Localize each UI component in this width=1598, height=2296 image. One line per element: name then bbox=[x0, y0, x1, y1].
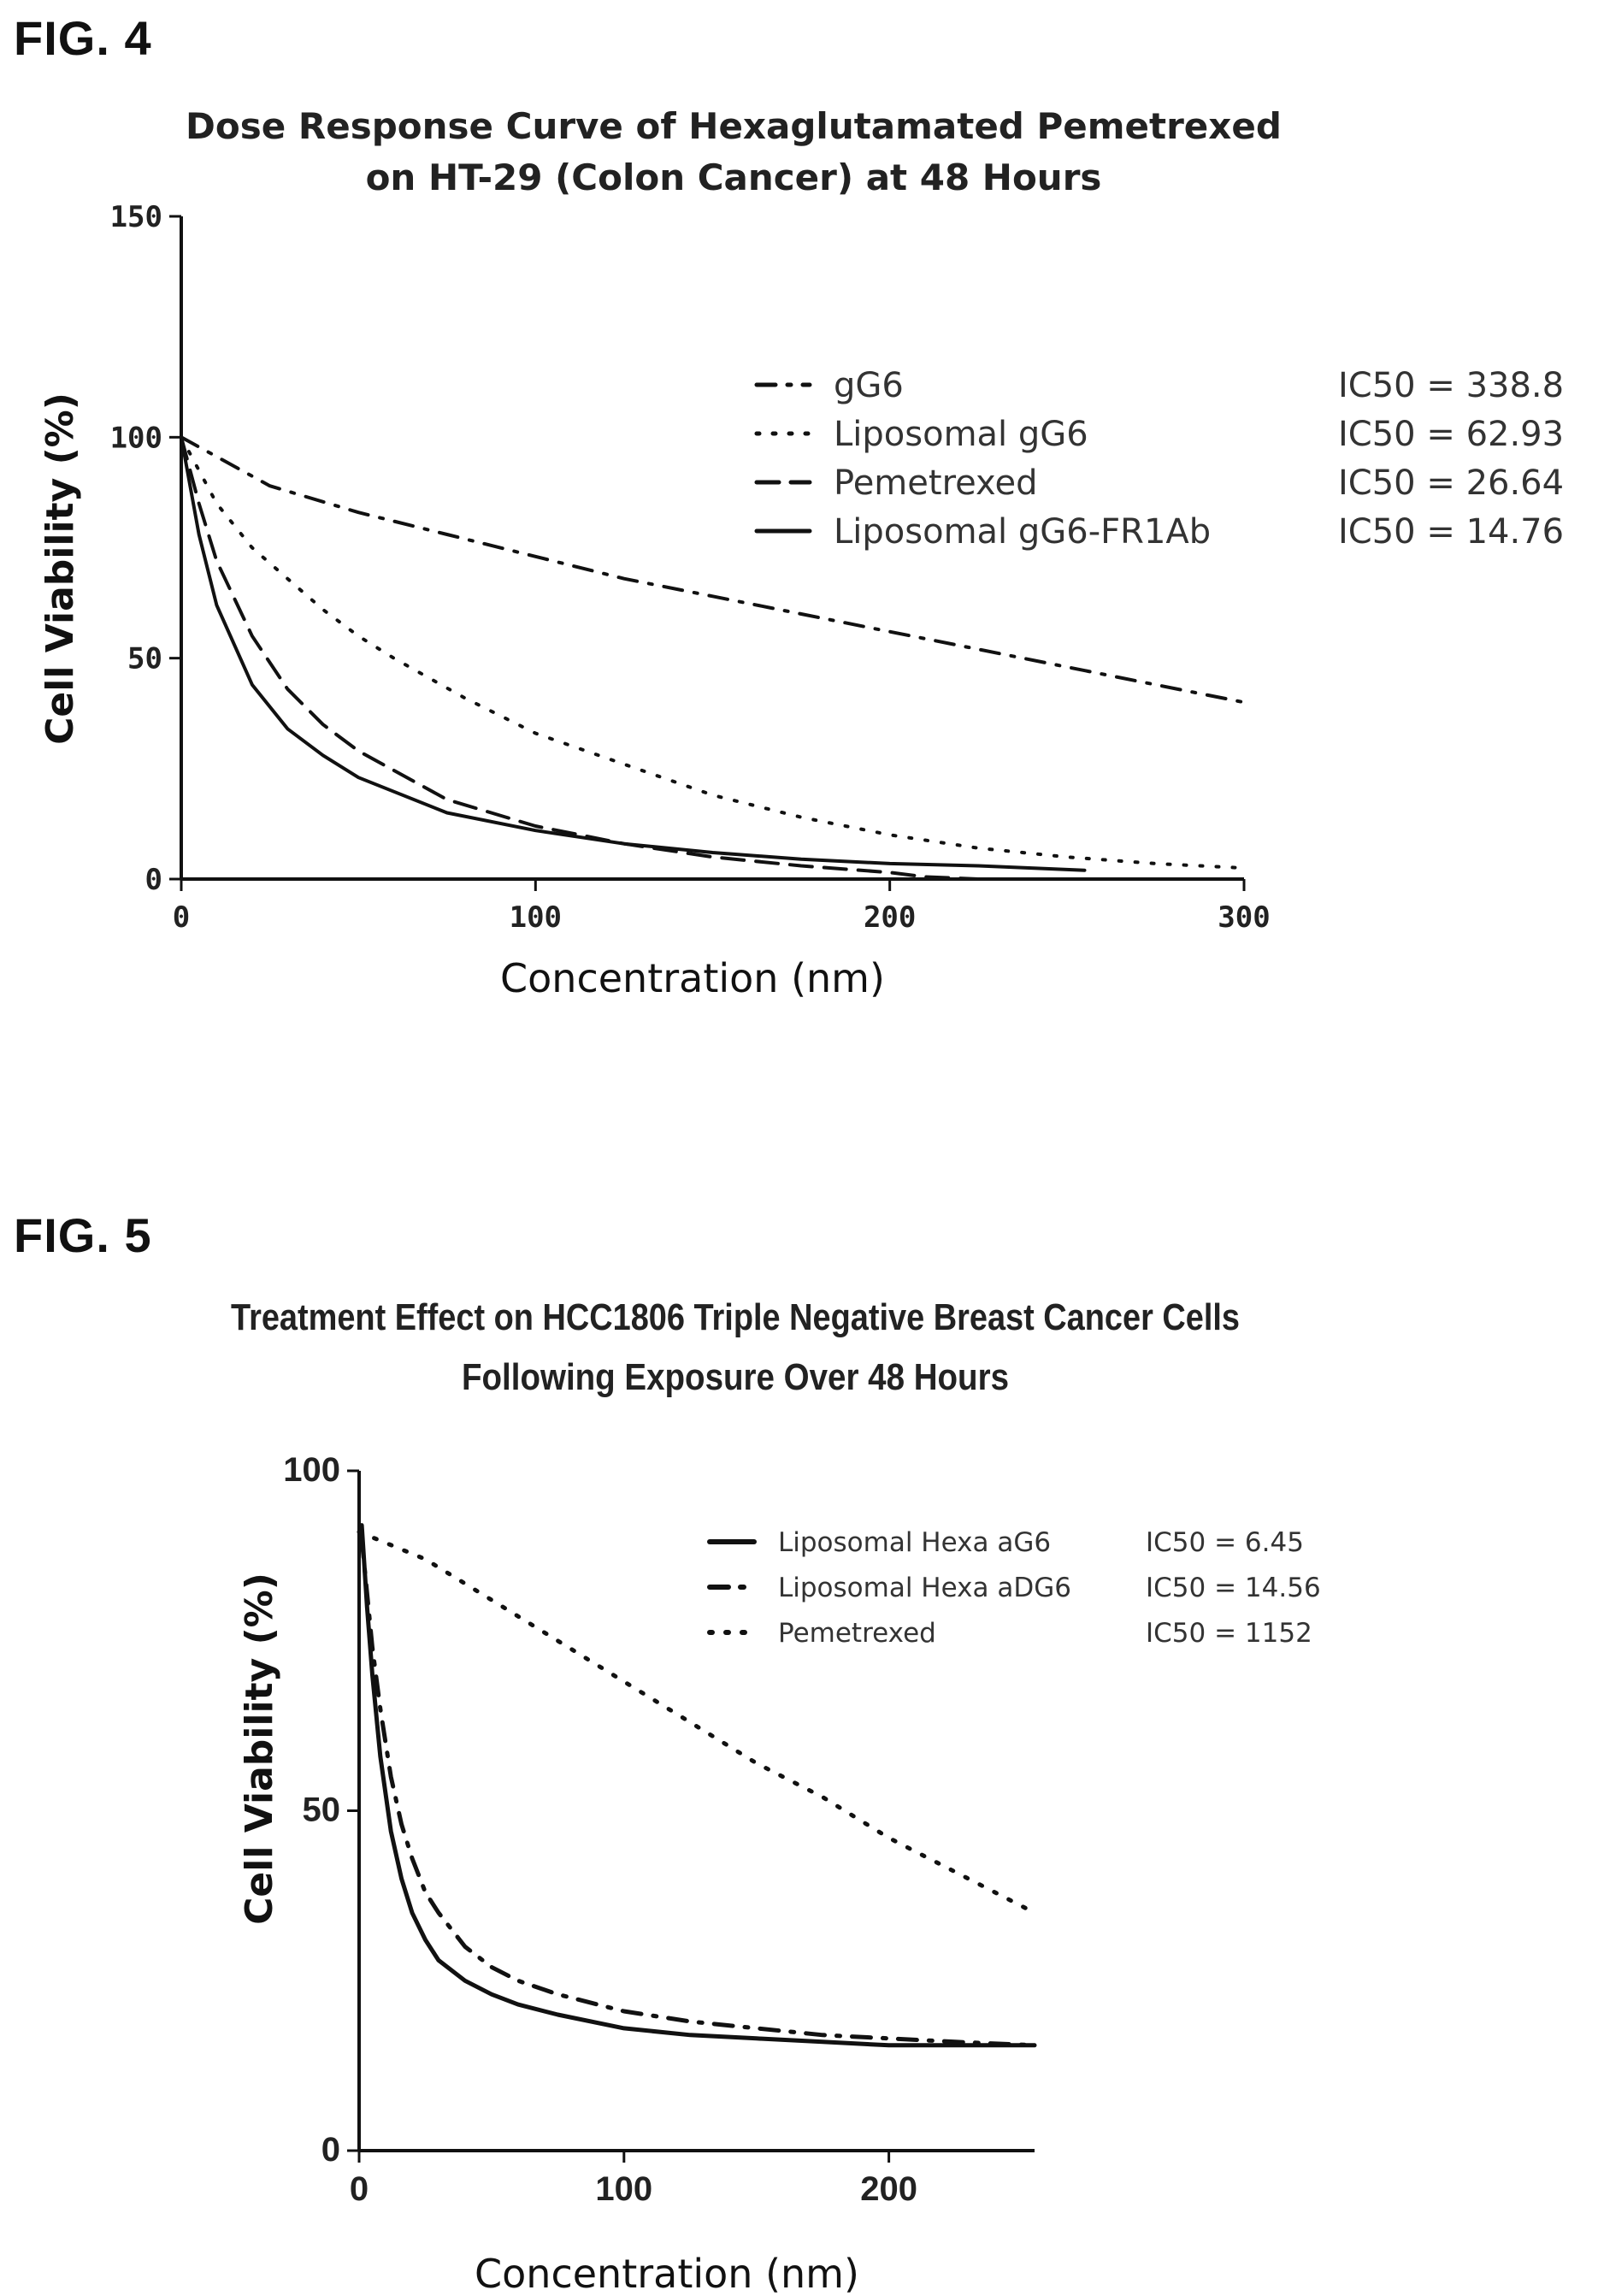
fig5-plot-area: 0 100 200 0 50 100 Liposomal Hexa aG6 IC50 = 6.… bbox=[283, 1451, 1320, 2208]
fig5-legend-label-0: Liposomal Hexa aG6 bbox=[778, 1527, 1051, 1558]
fig5-legend-label-1: Liposomal Hexa aDG6 bbox=[778, 1573, 1071, 1603]
fig4-label: FIG. 4 bbox=[14, 11, 152, 65]
fig4-y-axis-label: Cell Viability (%) bbox=[38, 393, 82, 745]
fig5-series-1-line bbox=[359, 1537, 1037, 2048]
fig4-title-line1: Dose Response Curve of Hexaglutamated Pe… bbox=[186, 105, 1282, 147]
fig5-x-tick-label-2: 200 bbox=[860, 2170, 917, 2208]
fig4-y-tick-label-0: 0 bbox=[145, 863, 162, 897]
fig4-legend-ic50-3: IC50 = 14.76 bbox=[1338, 512, 1564, 552]
fig5-chart: Treatment Effect on HCC1806 Triple Negat… bbox=[231, 1296, 1321, 2296]
fig4-chart: Dose Response Curve of Hexaglutamated Pe… bbox=[38, 105, 1565, 1001]
fig5-series-0-line bbox=[359, 1523, 1037, 2048]
fig5-series-2-line bbox=[357, 1530, 1037, 1915]
fig5-legend-ic50-1: IC50 = 14.56 bbox=[1146, 1573, 1321, 1603]
fig4-legend-label-0: gG6 bbox=[834, 366, 904, 405]
fig5-legend-ic50-0: IC50 = 6.45 bbox=[1146, 1527, 1304, 1558]
fig4-x-tick-label-3: 300 bbox=[1218, 900, 1270, 935]
fig4-legend-label-3: Liposomal gG6-FR1Ab bbox=[834, 512, 1211, 552]
fig4-legend-label-2: Pemetrexed bbox=[834, 463, 1037, 503]
fig5-title-line1: Treatment Effect on HCC1806 Triple Negat… bbox=[231, 1296, 1240, 1338]
fig4-legend-ic50-2: IC50 = 26.64 bbox=[1338, 463, 1564, 503]
fig4-series-3-line bbox=[180, 435, 1087, 872]
fig5-y-tick-label-2: 100 bbox=[283, 1451, 340, 1489]
fig5-legend-ic50-2: IC50 = 1152 bbox=[1146, 1618, 1312, 1649]
fig5-x-tick-label-1: 100 bbox=[595, 2170, 652, 2208]
fig5-y-tick-label-1: 50 bbox=[303, 1791, 341, 1829]
fig5-x-axis-label: Concentration (nm) bbox=[475, 2251, 859, 2296]
fig5-x-tick-label-0: 0 bbox=[350, 2170, 369, 2208]
fig4-y-tick-label-2: 100 bbox=[110, 421, 162, 455]
fig5-y-tick-label-0: 0 bbox=[321, 2131, 340, 2169]
fig4-y-tick-label-1: 50 bbox=[127, 642, 162, 676]
fig4-x-axis-label: Concentration (nm) bbox=[500, 955, 885, 1001]
fig4-title-line2: on HT-29 (Colon Cancer) at 48 Hours bbox=[366, 156, 1102, 198]
fig4-x-tick-label-0: 0 bbox=[173, 900, 190, 935]
fig4-legend-label-1: Liposomal gG6 bbox=[834, 415, 1088, 454]
fig4-x-tick-label-1: 100 bbox=[510, 900, 562, 935]
fig4-legend-ic50-0: IC50 = 338.8 bbox=[1338, 366, 1564, 405]
fig4-y-tick-label-3: 150 bbox=[110, 200, 162, 234]
fig5-title-line2: Following Exposure Over 48 Hours bbox=[462, 1356, 1009, 1398]
fig4-legend-ic50-1: IC50 = 62.93 bbox=[1338, 415, 1564, 454]
fig4-series-2-line bbox=[180, 435, 981, 881]
fig4-series-0-line bbox=[180, 435, 1246, 705]
fig5-y-axis-label: Cell Viability (%) bbox=[238, 1573, 281, 1925]
fig4-series-1-line bbox=[180, 435, 1246, 871]
fig5-label: FIG. 5 bbox=[14, 1208, 152, 1262]
fig4-plot-area: 0 100 200 300 0 50 100 150 gG6 IC50 = 338.8 Liposo… bbox=[110, 200, 1565, 935]
fig4-x-tick-label-2: 200 bbox=[864, 900, 916, 935]
fig5-legend-label-2: Pemetrexed bbox=[778, 1618, 936, 1649]
